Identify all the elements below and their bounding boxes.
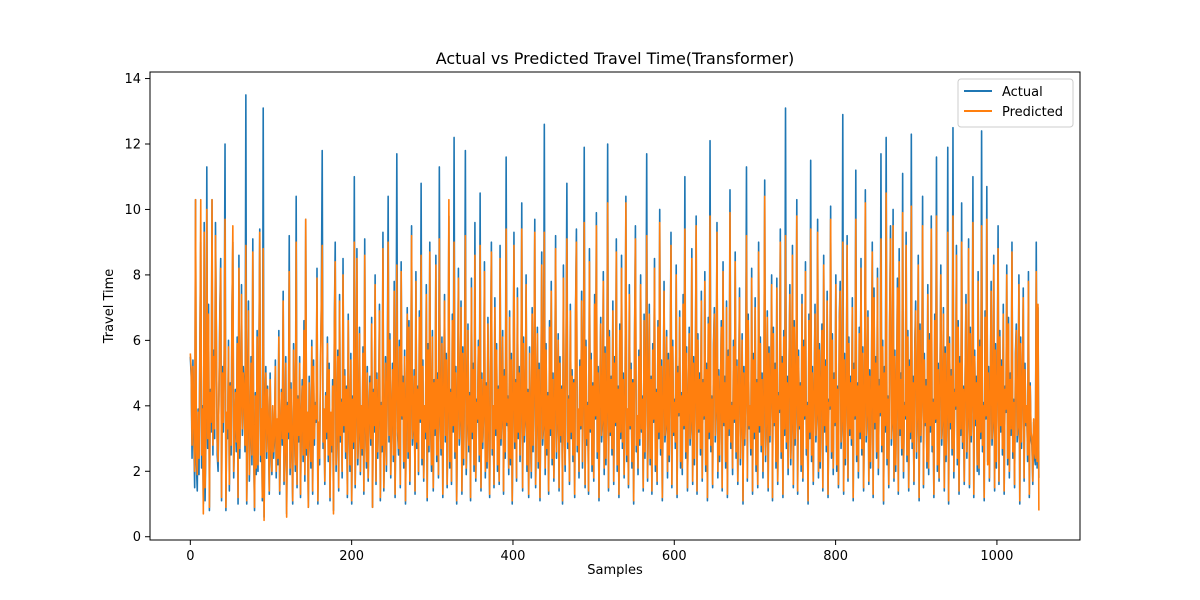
y-axis-label: Travel Time bbox=[102, 269, 117, 345]
series-line-predicted bbox=[189, 192, 1040, 522]
y-tick-label: 8 bbox=[133, 268, 141, 283]
x-tick-label: 600 bbox=[662, 549, 687, 564]
plot-area-frame bbox=[149, 71, 1081, 541]
x-tick-label: 400 bbox=[501, 549, 526, 564]
x-tick-label: 200 bbox=[339, 549, 364, 564]
legend-label-actual: Actual bbox=[1002, 85, 1043, 100]
y-axis: 0 2 4 6 8 10 12 14 bbox=[124, 72, 150, 545]
y-tick-label: 14 bbox=[124, 72, 141, 87]
y-tick-label: 2 bbox=[133, 465, 141, 480]
x-axis-label: Samples bbox=[587, 563, 643, 578]
series-line-actual bbox=[189, 94, 1040, 518]
y-tick-label: 0 bbox=[133, 530, 141, 545]
x-tick-label: 0 bbox=[186, 549, 194, 564]
chart-title: Actual vs Predicted Travel Time(Transfor… bbox=[436, 49, 795, 68]
y-tick-label: 12 bbox=[124, 138, 141, 153]
x-axis: 0 200 400 600 800 1000 bbox=[186, 540, 1013, 564]
legend-label-predicted: Predicted bbox=[1002, 105, 1063, 120]
legend: Actual Predicted bbox=[957, 78, 1074, 128]
y-tick-label: 6 bbox=[133, 334, 141, 349]
y-tick-label: 4 bbox=[133, 399, 141, 414]
x-tick-label: 800 bbox=[823, 549, 848, 564]
x-tick-label: 1000 bbox=[980, 549, 1013, 564]
series-layer bbox=[189, 94, 1040, 522]
y-tick-label: 10 bbox=[124, 203, 141, 218]
